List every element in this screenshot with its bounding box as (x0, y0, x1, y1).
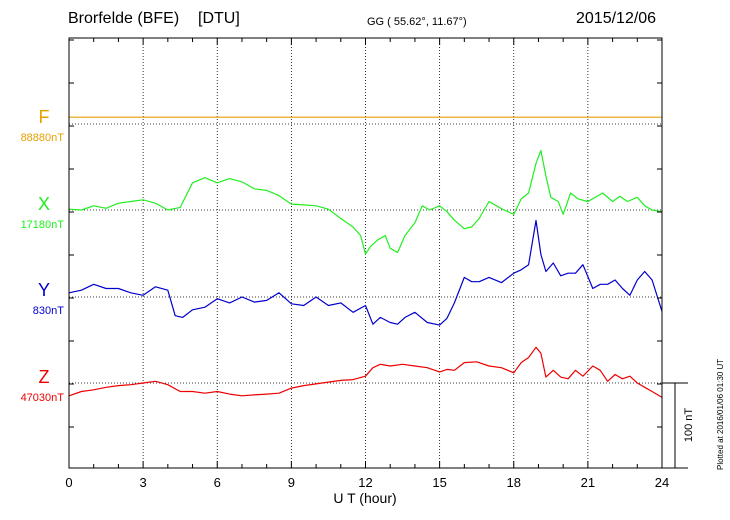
scale-bar: 100 nT (662, 382, 695, 469)
axis-ticks (68, 38, 663, 468)
station-title: Brorfelde (BFE) (68, 10, 180, 27)
x-tick-label: 6 (214, 475, 221, 490)
x-tick-labels: 0 3 6 9 12 15 18 21 24 (65, 475, 669, 490)
series-x-line (68, 149, 663, 255)
series-z-baseline-label: 47030nT (21, 392, 65, 404)
coordinates-label: GG ( 55.62°, 11.67°) (367, 16, 467, 28)
x-tick-label: 21 (581, 475, 595, 490)
series-z-line (68, 346, 663, 398)
x-axis-label: U T (hour) (333, 490, 396, 506)
plotted-timestamp: Plotted at 2016/01/06 01:30 UT (716, 358, 725, 470)
x-tick-label: 12 (358, 475, 372, 490)
series-lines (68, 116, 663, 398)
series-y-name: Y (38, 280, 50, 300)
series-labels: F 88880nT X 17180nT Y 830nT Z 47030nT (21, 107, 65, 404)
series-y-line (68, 219, 663, 326)
x-tick-label: 18 (507, 475, 521, 490)
x-tick-label: 15 (432, 475, 446, 490)
scale-bar-label: 100 nT (683, 408, 695, 443)
institute-label: [DTU] (198, 10, 240, 27)
x-tick-label: 3 (140, 475, 147, 490)
series-y-baseline-label: 830nT (33, 305, 64, 317)
series-f-baseline-label: 88880nT (21, 132, 65, 144)
date-label: 2015/12/06 (576, 10, 657, 27)
series-x-name: X (38, 194, 50, 214)
x-tick-label: 24 (655, 475, 669, 490)
x-tick-label: 9 (288, 475, 295, 490)
series-x-baseline-label: 17180nT (21, 219, 65, 231)
x-tick-label: 0 (65, 475, 72, 490)
series-z-name: Z (39, 367, 50, 387)
series-f-name: F (39, 107, 50, 127)
